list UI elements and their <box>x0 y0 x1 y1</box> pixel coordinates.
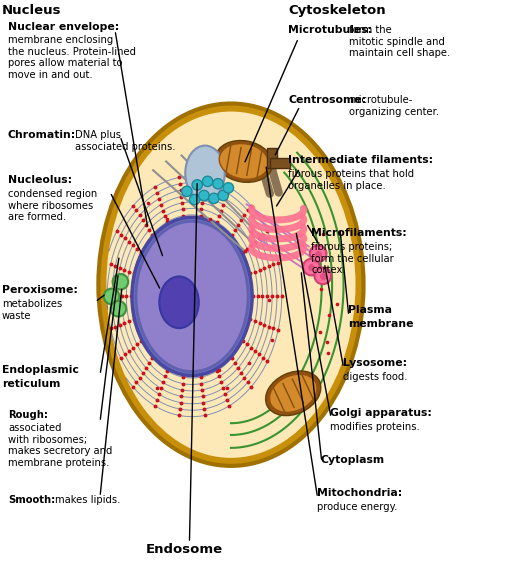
Ellipse shape <box>215 140 272 183</box>
Text: metabolizes
waste: metabolizes waste <box>2 299 62 321</box>
Ellipse shape <box>136 221 248 372</box>
Ellipse shape <box>182 186 192 197</box>
Ellipse shape <box>189 194 200 205</box>
Text: form the
mitotic spindle and
maintain cell shape.: form the mitotic spindle and maintain ce… <box>349 25 450 58</box>
Ellipse shape <box>113 274 128 289</box>
Text: Lysosome:: Lysosome: <box>343 358 407 368</box>
Text: Nuclear envelope:: Nuclear envelope: <box>8 22 119 32</box>
Ellipse shape <box>219 144 269 179</box>
Bar <box>270 158 291 168</box>
Ellipse shape <box>269 374 317 413</box>
Text: condensed region
where ribosomes
are formed.: condensed region where ribosomes are for… <box>8 189 97 222</box>
Ellipse shape <box>266 371 321 416</box>
Text: Plasma: Plasma <box>348 305 392 315</box>
Ellipse shape <box>104 289 119 304</box>
Text: associated
with ribosomes;
makes secretory and
membrane proteins.: associated with ribosomes; makes secreto… <box>8 423 113 468</box>
Ellipse shape <box>159 276 199 328</box>
Text: Golgi apparatus:: Golgi apparatus: <box>330 408 431 418</box>
Text: Nucleus: Nucleus <box>2 4 61 17</box>
Ellipse shape <box>223 183 234 193</box>
Text: Cytoplasm: Cytoplasm <box>320 455 385 465</box>
Ellipse shape <box>106 112 356 458</box>
Text: fibrous proteins;
form the cellular
cortex.: fibrous proteins; form the cellular cort… <box>311 242 394 275</box>
Text: Chromatin:: Chromatin: <box>8 130 76 140</box>
Ellipse shape <box>209 193 219 204</box>
Text: Peroxisome:: Peroxisome: <box>2 285 78 295</box>
Text: Cytoskeleton: Cytoskeleton <box>288 4 386 17</box>
Text: Intermediate filaments:: Intermediate filaments: <box>288 155 433 165</box>
Ellipse shape <box>218 190 228 201</box>
Ellipse shape <box>192 180 202 190</box>
Text: Mitochondria:: Mitochondria: <box>317 488 402 498</box>
Text: Rough:: Rough: <box>8 410 48 420</box>
Text: Endosome: Endosome <box>146 543 223 556</box>
Ellipse shape <box>213 178 223 189</box>
Text: reticulum: reticulum <box>2 379 60 389</box>
Text: Microtubules:: Microtubules: <box>288 25 372 35</box>
Text: membrane enclosing
the nucleus. Protein-lined
pores allow material to
move in an: membrane enclosing the nucleus. Protein-… <box>8 35 136 80</box>
Ellipse shape <box>99 103 363 466</box>
Text: Endoplasmic: Endoplasmic <box>2 365 79 375</box>
Text: produce energy.: produce energy. <box>317 502 397 512</box>
Text: fibrous proteins that hold
organelles in place.: fibrous proteins that hold organelles in… <box>288 169 414 191</box>
Text: microtubule-
organizing center.: microtubule- organizing center. <box>349 95 439 117</box>
Ellipse shape <box>310 245 326 262</box>
Text: modifies proteins.: modifies proteins. <box>330 422 419 432</box>
Text: makes lipids.: makes lipids. <box>55 495 120 505</box>
Text: membrane: membrane <box>348 319 413 329</box>
Ellipse shape <box>315 268 331 284</box>
Text: digests food.: digests food. <box>343 372 407 382</box>
Text: Microfilaments:: Microfilaments: <box>311 228 407 238</box>
Ellipse shape <box>132 217 252 376</box>
Text: Centrosome:: Centrosome: <box>288 95 366 105</box>
Ellipse shape <box>199 190 209 201</box>
Text: Smooth:: Smooth: <box>8 495 55 505</box>
Ellipse shape <box>111 301 126 316</box>
Bar <box>267 149 278 168</box>
Ellipse shape <box>185 146 225 201</box>
Text: Nucleolus:: Nucleolus: <box>8 175 72 185</box>
Ellipse shape <box>303 259 320 275</box>
Text: DNA plus
associated proteins.: DNA plus associated proteins. <box>75 130 175 151</box>
Ellipse shape <box>202 176 213 187</box>
